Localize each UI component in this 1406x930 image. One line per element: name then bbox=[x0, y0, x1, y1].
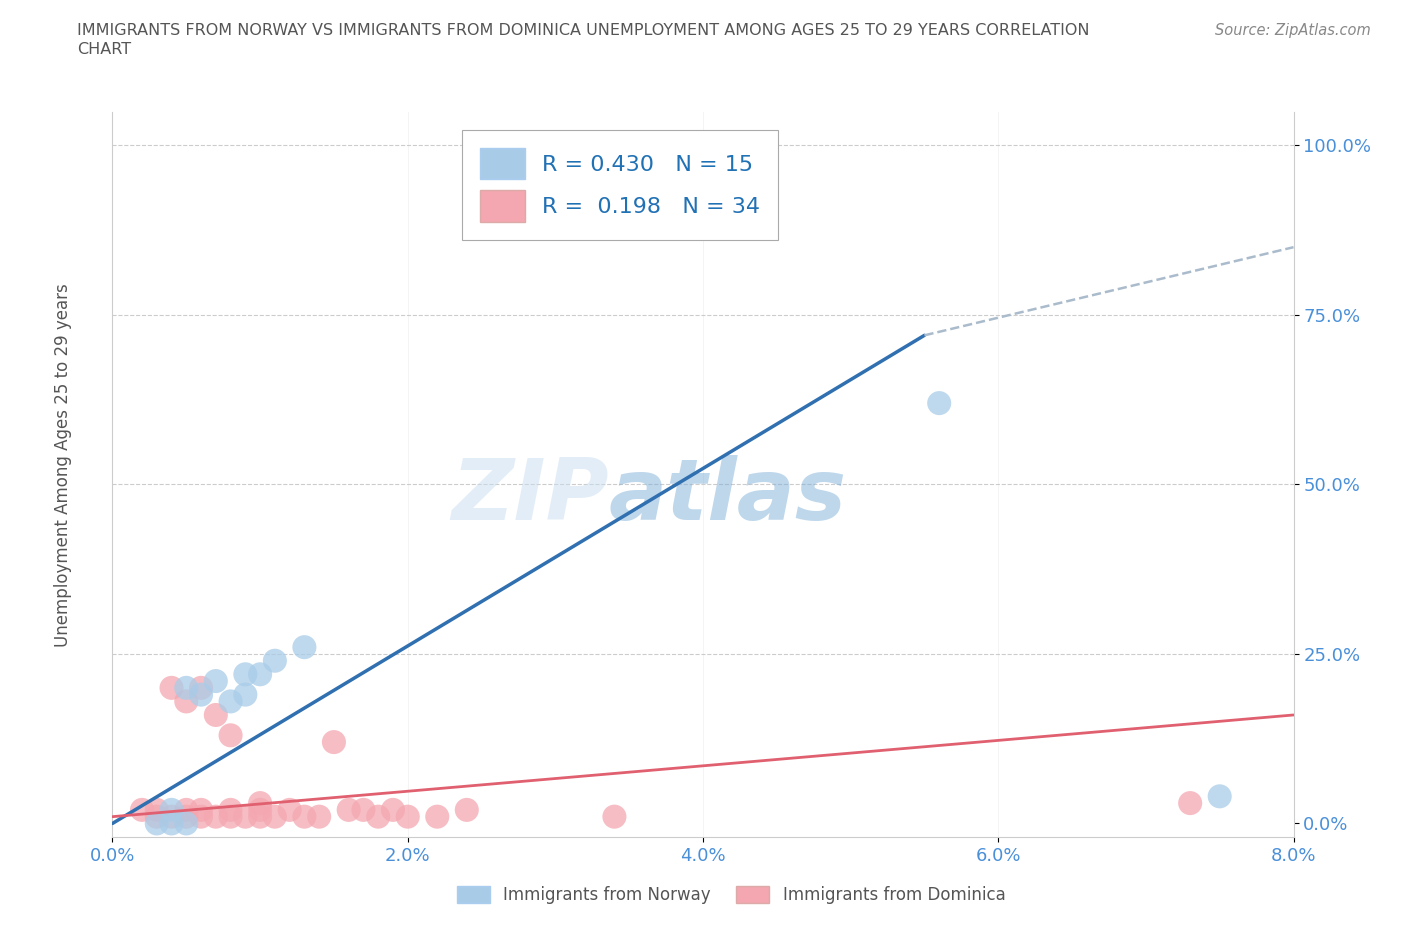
Point bbox=[205, 809, 228, 824]
Point bbox=[205, 708, 228, 723]
Point bbox=[308, 809, 330, 824]
Point bbox=[233, 687, 256, 702]
Point bbox=[160, 681, 183, 696]
Point bbox=[146, 816, 169, 830]
Point bbox=[382, 803, 405, 817]
Point bbox=[233, 667, 256, 682]
Point bbox=[174, 809, 197, 824]
Point bbox=[219, 809, 242, 824]
Point bbox=[337, 803, 360, 817]
Point bbox=[352, 803, 374, 817]
Point bbox=[264, 653, 287, 668]
Point bbox=[160, 809, 183, 824]
Point bbox=[292, 640, 315, 655]
Point bbox=[190, 809, 212, 824]
Point bbox=[323, 735, 346, 750]
Point bbox=[160, 816, 183, 830]
Text: CHART: CHART bbox=[77, 42, 131, 57]
Point bbox=[264, 809, 287, 824]
Point bbox=[292, 809, 315, 824]
Point bbox=[278, 803, 301, 817]
Point bbox=[146, 803, 169, 817]
Point bbox=[396, 809, 419, 824]
Point bbox=[249, 796, 271, 811]
Point bbox=[456, 803, 478, 817]
Point bbox=[219, 728, 242, 743]
Point bbox=[146, 809, 169, 824]
Legend: Immigrants from Norway, Immigrants from Dominica: Immigrants from Norway, Immigrants from … bbox=[449, 878, 1014, 912]
Point bbox=[1178, 796, 1201, 811]
Point bbox=[249, 803, 271, 817]
Point bbox=[249, 667, 271, 682]
Text: Source: ZipAtlas.com: Source: ZipAtlas.com bbox=[1215, 23, 1371, 38]
Legend: R = 0.430   N = 15, R =  0.198   N = 34: R = 0.430 N = 15, R = 0.198 N = 34 bbox=[463, 130, 778, 240]
Text: ZIP: ZIP bbox=[451, 455, 609, 538]
Point bbox=[174, 816, 197, 830]
Point bbox=[1208, 789, 1232, 804]
Point bbox=[205, 673, 228, 688]
Point bbox=[160, 803, 183, 817]
Point bbox=[190, 803, 212, 817]
Text: Unemployment Among Ages 25 to 29 years: Unemployment Among Ages 25 to 29 years bbox=[55, 283, 72, 647]
Point bbox=[174, 694, 197, 709]
Point bbox=[426, 809, 449, 824]
Point bbox=[174, 681, 197, 696]
Point bbox=[219, 803, 242, 817]
Point bbox=[603, 809, 626, 824]
Point bbox=[190, 681, 212, 696]
Text: atlas: atlas bbox=[609, 455, 846, 538]
Point bbox=[928, 395, 950, 410]
Text: IMMIGRANTS FROM NORWAY VS IMMIGRANTS FROM DOMINICA UNEMPLOYMENT AMONG AGES 25 TO: IMMIGRANTS FROM NORWAY VS IMMIGRANTS FRO… bbox=[77, 23, 1090, 38]
Point bbox=[249, 809, 271, 824]
Point bbox=[174, 803, 197, 817]
Point bbox=[233, 809, 256, 824]
Point bbox=[219, 694, 242, 709]
Point bbox=[190, 687, 212, 702]
Point bbox=[367, 809, 389, 824]
Point bbox=[131, 803, 153, 817]
